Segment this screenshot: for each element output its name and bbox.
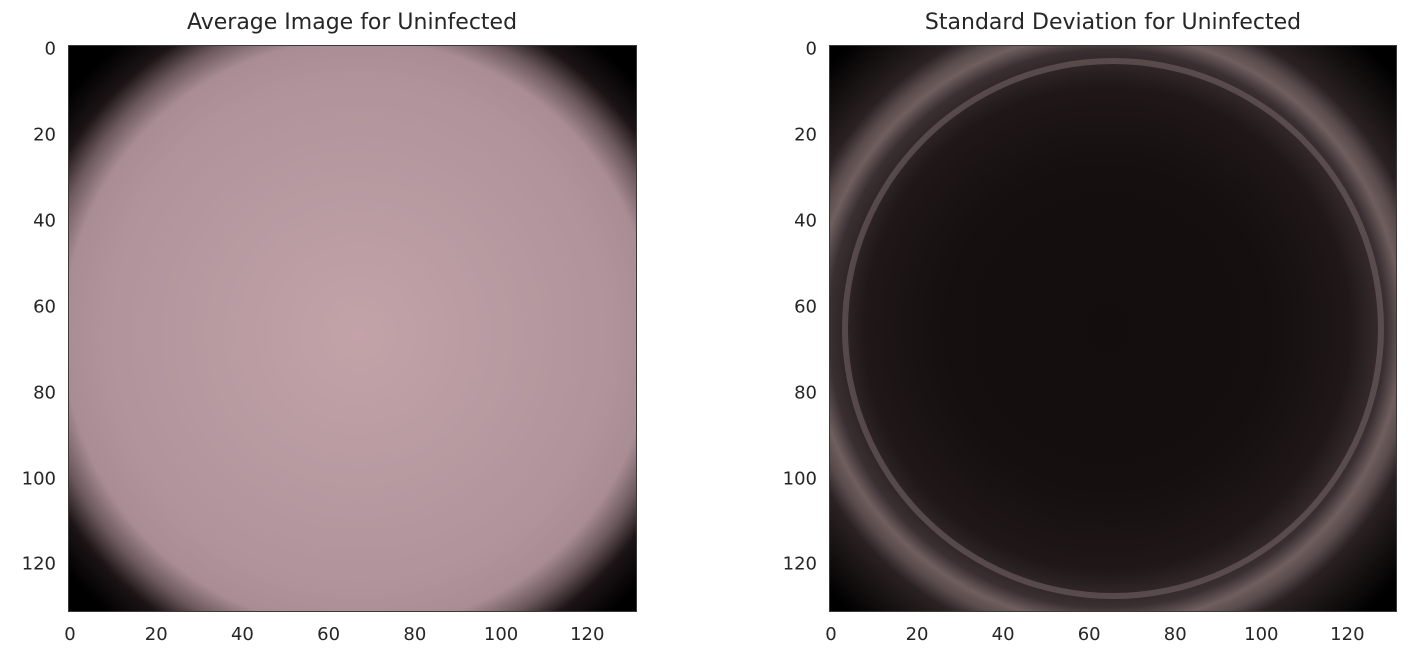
average-image (69, 46, 636, 611)
y-tick-label: 100 (782, 468, 817, 490)
panel-stddev: Standard Deviation for Uninfected 0 20 40 6… (705, 0, 1411, 662)
x-tick-label: 60 (317, 624, 341, 645)
x-tick-label: 100 (1244, 624, 1279, 645)
y-tick-label: 20 (33, 124, 56, 146)
panel-average: Average Image for Uninfected 0 20 40 60 80 10… (0, 0, 705, 662)
y-tick-label: 20 (794, 124, 817, 146)
plot-area-stddev (829, 45, 1397, 612)
y-tick-label: 80 (794, 382, 817, 404)
y-tick-label: 0 (805, 38, 817, 60)
y-tick-label: 80 (33, 382, 56, 404)
y-tick-label: 0 (44, 38, 56, 60)
chart-title: Average Image for Uninfected (186, 10, 518, 35)
x-tick-label: 40 (230, 624, 254, 645)
x-tick-label: 20 (144, 624, 168, 645)
x-tick-label: 20 (905, 624, 929, 645)
y-tick-label: 40 (794, 210, 817, 232)
x-tick-label: 40 (991, 624, 1015, 645)
x-tick-label: 100 (483, 624, 519, 645)
x-tick-label: 120 (1330, 624, 1365, 645)
chart-title: Standard Deviation for Uninfected (924, 10, 1302, 35)
x-tick-label: 0 (64, 624, 76, 645)
plot-area-average (68, 45, 637, 612)
x-tick-label: 120 (570, 624, 605, 645)
x-tick-label: 60 (1077, 624, 1101, 645)
y-tick-label: 100 (21, 468, 56, 490)
stddev-ring (842, 58, 1384, 599)
y-tick-label: 40 (33, 210, 56, 232)
x-tick-label: 0 (825, 624, 837, 645)
y-tick-label: 60 (794, 296, 817, 318)
x-tick-label: 80 (1163, 624, 1187, 645)
y-tick-label: 120 (21, 553, 56, 575)
y-tick-label: 60 (33, 296, 56, 318)
x-tick-label: 80 (403, 624, 427, 645)
y-tick-label: 120 (782, 553, 817, 575)
